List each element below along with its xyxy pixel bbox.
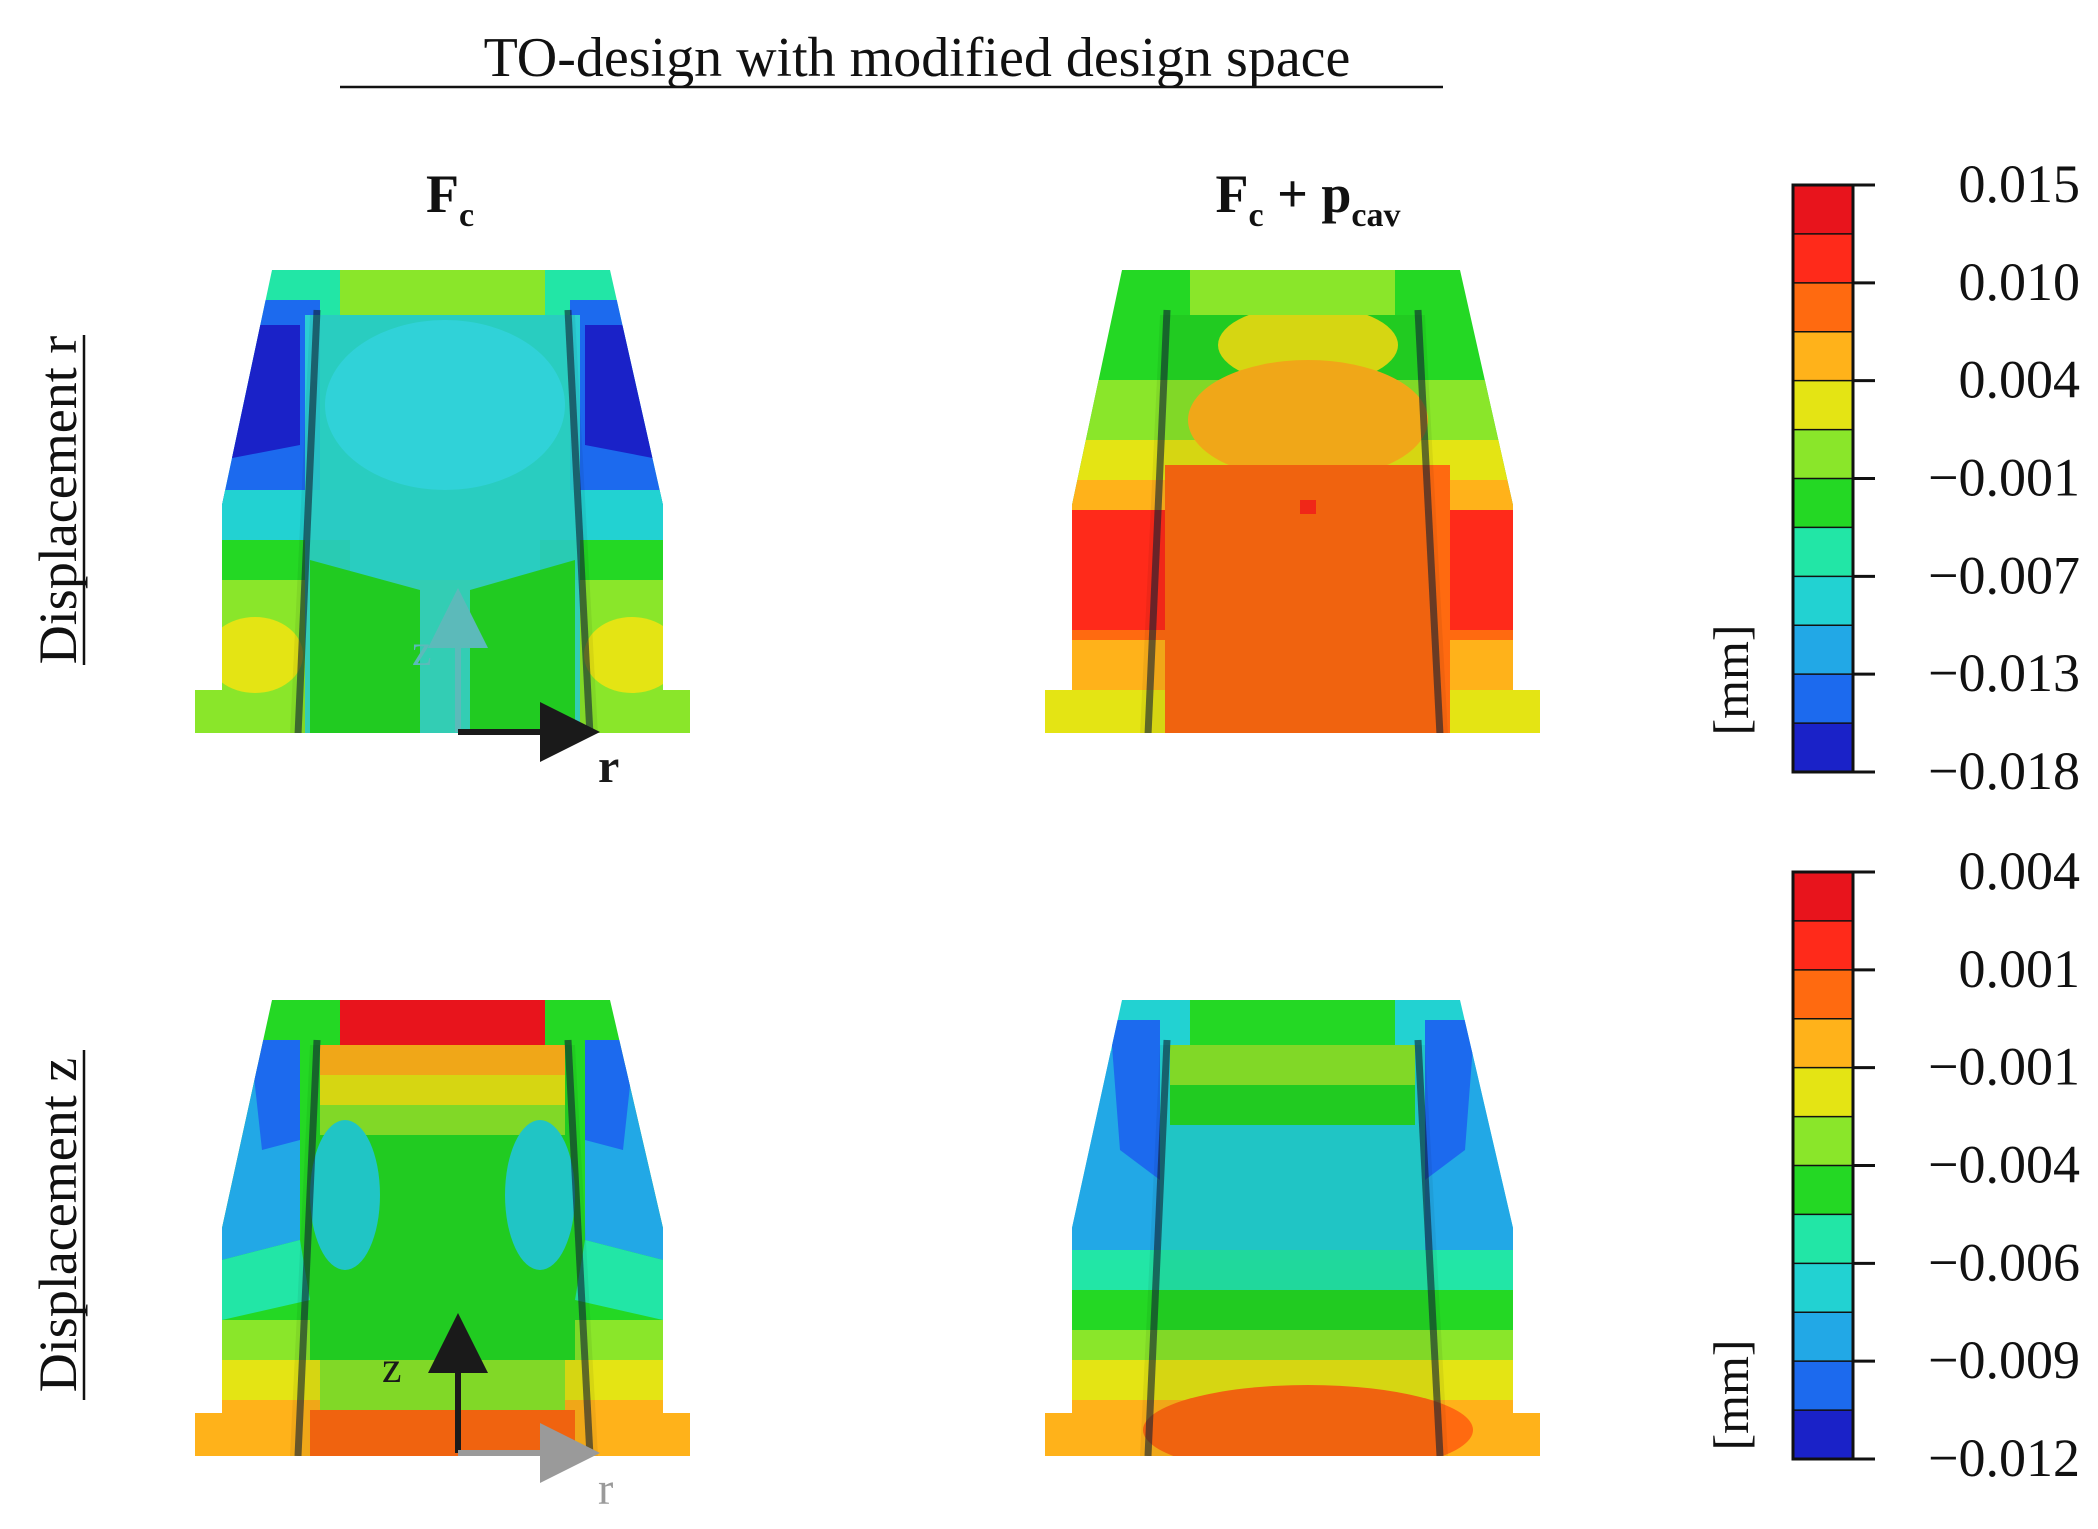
colorbar-tick-label: −0.006 (1928, 1232, 2080, 1292)
contour-plot-z-fc (195, 1000, 690, 1456)
svg-text:Displacement z: Displacement z (28, 1058, 88, 1392)
colorbar-segment (1793, 872, 1853, 922)
axis-indicator-top: z r (412, 588, 619, 793)
colorbar-segment (1793, 282, 1853, 333)
svg-text:Displacement r: Displacement r (28, 336, 88, 664)
figure-title: TO-design with modified design space (484, 27, 1351, 89)
colorbar-tick-label: 0.004 (1959, 841, 2081, 901)
colorbar-unit-top: [mm] (1703, 624, 1759, 735)
colorbar-segment (1793, 723, 1853, 773)
colorbar-segment (1793, 1067, 1853, 1118)
colorbar-segment (1793, 185, 1853, 235)
colorbar-segment (1793, 1312, 1853, 1362)
colorbar-segment (1793, 1214, 1853, 1264)
contour-plot-z-fc-pcav (1045, 1000, 1540, 1456)
contour-plot-r-fc-pcav (1045, 270, 1540, 733)
colorbar-segment (1793, 1361, 1853, 1411)
colorbar-tick-label: −0.018 (1928, 741, 2080, 801)
colorbar-segment (1793, 625, 1853, 675)
column-heading-fc: Fc (426, 164, 474, 234)
colorbar-segment (1793, 1116, 1853, 1166)
colorbar-segment (1793, 1018, 1853, 1069)
column-heading-fc-pcav: Fc + pcav (1216, 164, 1401, 234)
colorbar-tick-label: 0.010 (1959, 252, 2081, 312)
contour-plot-r-fc (195, 270, 690, 733)
colorbar-unit-bottom: [mm] (1703, 1339, 1759, 1450)
colorbar-segment (1793, 920, 1853, 971)
colorbar-displacement-z: 0.004 0.001 −0.001 −0.004 −0.006 −0.009 −0.012 (1791, 841, 2081, 1488)
colorbar-segment (1793, 527, 1853, 577)
z-axis-label-top: z (412, 626, 432, 675)
colorbar-tick-label: −0.004 (1928, 1135, 2080, 1195)
z-axis-label-bottom: z (382, 1343, 402, 1392)
r-axis-label-top: r (598, 740, 619, 793)
colorbar-segment (1793, 674, 1853, 724)
axis-indicator-bottom: z r (382, 1313, 613, 1514)
colorbar-tick-label: −0.001 (1928, 1037, 2080, 1097)
colorbar-tick-label: −0.009 (1928, 1330, 2080, 1390)
colorbar-segment (1793, 1410, 1853, 1460)
r-axis-label-bottom: r (598, 1463, 613, 1514)
colorbar-tick-label: 0.001 (1959, 939, 2081, 999)
colorbar-displacement-r: 0.015 0.010 0.004 −0.001 −0.007 −0.013 −0.018 (1791, 154, 2081, 801)
colorbar-segment (1793, 233, 1853, 284)
row-label-displacement-r: Displacement r (28, 335, 88, 665)
colorbar-segment (1793, 969, 1853, 1020)
colorbar-segment (1793, 1165, 1853, 1215)
colorbar-tick-label: −0.001 (1928, 448, 2080, 508)
colorbar-tick-label: 0.004 (1959, 350, 2081, 410)
colorbar-segment (1793, 478, 1853, 528)
colorbar-segment (1793, 1263, 1853, 1313)
colorbar-tick-label: 0.015 (1959, 154, 2081, 214)
colorbar-segment (1793, 331, 1853, 382)
colorbar-tick-label: −0.013 (1928, 643, 2080, 703)
colorbar-segment (1793, 576, 1853, 626)
colorbar-segment (1793, 429, 1853, 479)
colorbar-tick-label: −0.012 (1928, 1428, 2080, 1488)
colorbar-segment (1793, 380, 1853, 431)
row-label-displacement-z: Displacement z (28, 1050, 88, 1400)
colorbar-tick-label: −0.007 (1928, 545, 2080, 605)
